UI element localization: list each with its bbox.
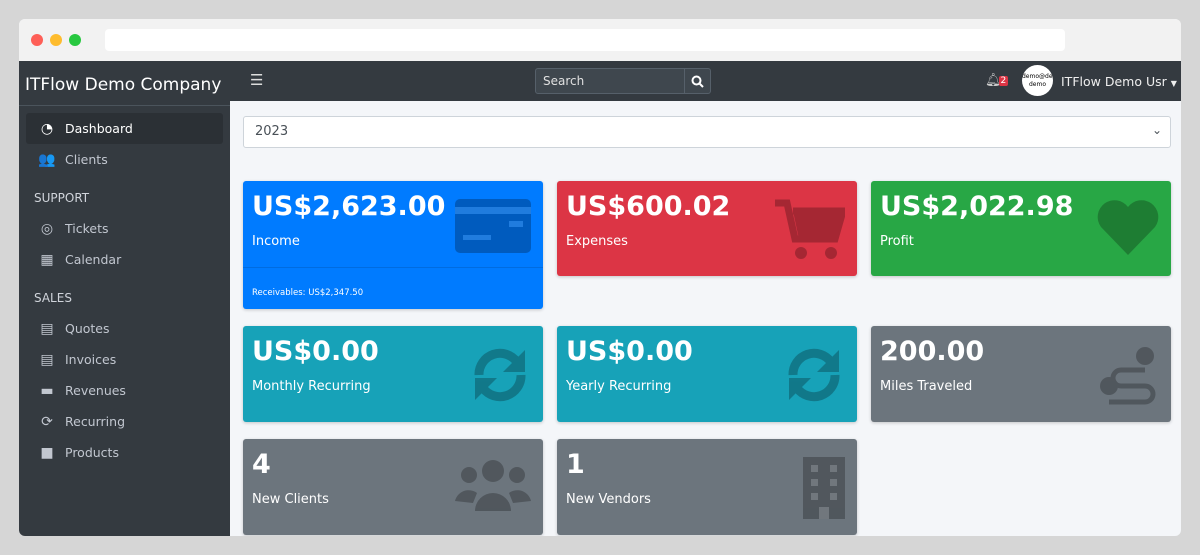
life-ring-icon: ◎	[40, 220, 54, 237]
stat-card-expenses[interactable]: US$600.02 Expenses	[557, 181, 857, 276]
minimize-dot[interactable]	[50, 34, 62, 46]
stat-value: 1	[566, 449, 585, 480]
sidebar-item-dashboard[interactable]: ◔ Dashboard	[26, 113, 223, 144]
label: Quotes	[65, 321, 110, 336]
stat-card-income[interactable]: US$2,623.00 Income Receivables: US$2,347.5…	[243, 181, 543, 309]
stat-label: Profit	[880, 234, 914, 249]
label: Tickets	[65, 221, 109, 236]
year-value: 2023	[255, 124, 289, 139]
main-content: 2023 ⌄ US$2,623.00 Income Receivables: US$2…	[230, 101, 1181, 536]
caret-down-icon: ▼	[1170, 79, 1177, 88]
sidebar-item-clients[interactable]: 👥 Clients	[26, 144, 223, 175]
shopping-cart-icon	[775, 199, 848, 265]
sidebar: ITFlow Demo Company ◔ Dashboard 👥 Clients …	[19, 61, 230, 536]
stat-label: New Vendors	[566, 492, 651, 507]
nav-header-support: SUPPORT	[34, 191, 90, 205]
credit-card-icon: ▬	[40, 382, 54, 399]
browser-window: ITFlow Demo Company ◔ Dashboard 👥 Clients …	[19, 19, 1181, 536]
stat-card-new-clients[interactable]: 4 New Clients	[243, 439, 543, 535]
file-icon: ▤	[40, 320, 54, 337]
hamburger-menu-icon[interactable]: ☰	[250, 71, 264, 89]
sidebar-item-revenues[interactable]: ▬ Revenues	[26, 375, 223, 406]
stat-label: Miles Traveled	[880, 379, 973, 394]
heart-icon	[1097, 199, 1159, 259]
search-button[interactable]	[684, 69, 710, 93]
search-input[interactable]: Search	[535, 68, 711, 94]
stat-card-miles-traveled[interactable]: 200.00 Miles Traveled	[871, 326, 1171, 422]
notifications-button[interactable]: 🔔︎ 2	[985, 73, 1009, 88]
maximize-dot[interactable]	[69, 34, 81, 46]
search-placeholder: Search	[543, 74, 585, 88]
invoice-icon: ▤	[40, 351, 54, 368]
box-icon: ■	[40, 444, 54, 461]
stat-value: US$0.00	[252, 336, 379, 367]
label: Recurring	[65, 414, 125, 429]
sidebar-item-calendar[interactable]: ▦ Calendar	[26, 244, 223, 275]
top-navbar: ☰ Search 🔔︎2 demo@demo demo ITFlow Demo …	[230, 61, 1181, 101]
sidebar-item-quotes[interactable]: ▤ Quotes	[26, 313, 223, 344]
address-bar[interactable]	[105, 29, 1065, 51]
stat-label: Monthly Recurring	[252, 379, 371, 394]
label: Products	[65, 445, 119, 460]
sidebar-item-tickets[interactable]: ◎ Tickets	[26, 213, 223, 244]
stat-value: US$2,623.00	[252, 191, 446, 222]
divider	[243, 267, 543, 268]
label: Calendar	[65, 252, 122, 267]
search-icon	[691, 75, 704, 88]
close-dot[interactable]	[31, 34, 43, 46]
stat-value: US$2,022.98	[880, 191, 1074, 222]
stat-label: New Clients	[252, 492, 329, 507]
stat-label: Expenses	[566, 234, 628, 249]
calendar-icon: ▦	[40, 251, 54, 268]
bell-icon: 🔔︎	[985, 73, 1002, 88]
label: Revenues	[65, 383, 126, 398]
brand[interactable]: ITFlow Demo Company	[19, 61, 230, 106]
stat-card-profit[interactable]: US$2,022.98 Profit	[871, 181, 1171, 276]
sync-icon	[469, 344, 531, 410]
year-select[interactable]: 2023 ⌄	[243, 116, 1171, 148]
sync-icon: ⟳	[41, 413, 53, 430]
chevron-down-icon: ⌄	[1151, 123, 1162, 137]
users-icon	[455, 457, 531, 515]
label: Clients	[65, 152, 108, 167]
sidebar-item-invoices[interactable]: ▤ Invoices	[26, 344, 223, 375]
stat-value: US$0.00	[566, 336, 693, 367]
label: Invoices	[65, 352, 117, 367]
building-icon	[803, 457, 845, 523]
notification-badge: 2	[998, 75, 1009, 86]
stat-value: 4	[252, 449, 271, 480]
browser-chrome	[19, 19, 1181, 61]
tachometer-icon: ◔	[40, 120, 54, 137]
nav-header-sales: SALES	[34, 291, 72, 305]
stat-value: 200.00	[880, 336, 985, 367]
stat-label: Yearly Recurring	[566, 379, 672, 394]
avatar[interactable]: demo@demo demo	[1022, 65, 1053, 96]
credit-card-icon	[455, 199, 531, 257]
stat-label: Income	[252, 234, 300, 249]
route-icon	[1097, 344, 1159, 410]
label: Dashboard	[65, 121, 133, 136]
stat-card-monthly-recurring[interactable]: US$0.00 Monthly Recurring	[243, 326, 543, 422]
sync-icon	[783, 344, 845, 410]
user-menu[interactable]: ITFlow Demo Usr ▼	[1061, 74, 1177, 89]
user-name: ITFlow Demo Usr	[1061, 74, 1167, 89]
stat-value: US$600.02	[566, 191, 731, 222]
users-icon: 👥	[38, 151, 56, 168]
receivables: Receivables: US$2,347.50	[252, 288, 364, 298]
sidebar-item-recurring[interactable]: ⟳ Recurring	[26, 406, 223, 437]
stat-card-new-vendors[interactable]: 1 New Vendors	[557, 439, 857, 535]
stat-card-yearly-recurring[interactable]: US$0.00 Yearly Recurring	[557, 326, 857, 422]
sidebar-item-products[interactable]: ■ Products	[26, 437, 223, 468]
